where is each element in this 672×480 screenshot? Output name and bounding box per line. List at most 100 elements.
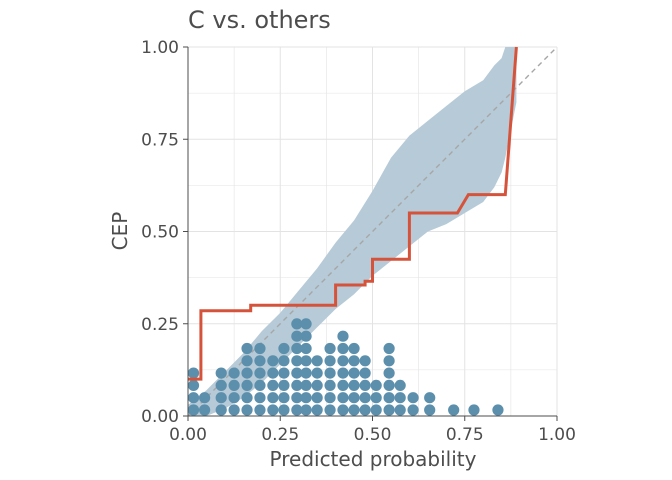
prediction-dot bbox=[199, 392, 211, 404]
prediction-dot bbox=[267, 379, 279, 391]
prediction-dot bbox=[267, 392, 279, 404]
prediction-dots bbox=[187, 318, 504, 416]
confidence-band bbox=[188, 47, 517, 416]
prediction-dot bbox=[215, 379, 227, 391]
cep-line bbox=[188, 46, 518, 381]
prediction-dot bbox=[324, 404, 336, 416]
cep-line-path bbox=[188, 46, 518, 381]
prediction-dot bbox=[383, 392, 395, 404]
prediction-dot bbox=[300, 330, 312, 342]
y-axis-title: CEP bbox=[108, 212, 132, 251]
prediction-dot bbox=[267, 355, 279, 367]
y-tick-label: 0.25 bbox=[141, 315, 179, 335]
prediction-dot bbox=[241, 355, 253, 367]
x-axis-ticks: 0.00 0.25 0.50 0.75 1.00 bbox=[169, 416, 576, 445]
prediction-dot bbox=[407, 404, 419, 416]
prediction-dot bbox=[291, 367, 303, 379]
prediction-dot bbox=[337, 342, 349, 355]
prediction-dot bbox=[267, 367, 279, 379]
prediction-dot bbox=[300, 342, 312, 355]
prediction-dot bbox=[254, 355, 266, 367]
prediction-dot bbox=[359, 379, 371, 391]
prediction-dot bbox=[300, 404, 312, 416]
prediction-dot bbox=[278, 367, 290, 379]
prediction-dot bbox=[228, 367, 240, 379]
prediction-dot bbox=[324, 392, 336, 404]
y-axis-ticks: 0.00 0.25 0.50 0.75 1.00 bbox=[141, 38, 188, 427]
prediction-dot bbox=[254, 392, 266, 404]
prediction-dot bbox=[254, 367, 266, 379]
prediction-dot bbox=[187, 392, 200, 404]
prediction-dot bbox=[311, 367, 323, 379]
prediction-dot bbox=[394, 392, 406, 404]
prediction-dot bbox=[254, 342, 266, 355]
y-tick-label: 0.50 bbox=[141, 223, 179, 243]
prediction-dot bbox=[448, 404, 460, 416]
prediction-dot bbox=[337, 355, 349, 367]
prediction-dot bbox=[383, 379, 395, 391]
prediction-dot bbox=[348, 379, 360, 391]
prediction-dot bbox=[370, 404, 382, 416]
confidence-band-area bbox=[188, 47, 517, 416]
x-tick-label: 0.00 bbox=[169, 425, 207, 445]
x-tick-label: 1.00 bbox=[538, 425, 576, 445]
prediction-dot bbox=[278, 392, 290, 404]
prediction-dot bbox=[337, 392, 349, 404]
prediction-dot bbox=[359, 355, 371, 367]
prediction-dot bbox=[383, 367, 395, 379]
prediction-dot bbox=[300, 355, 312, 367]
prediction-dot bbox=[311, 355, 323, 367]
prediction-dot bbox=[267, 404, 279, 416]
prediction-dot bbox=[324, 367, 336, 379]
prediction-dot bbox=[394, 379, 406, 391]
prediction-dot bbox=[278, 404, 290, 416]
prediction-dot bbox=[348, 342, 360, 355]
prediction-dot bbox=[187, 379, 200, 391]
prediction-dot bbox=[348, 355, 360, 367]
prediction-dot bbox=[228, 379, 240, 391]
prediction-dot bbox=[215, 404, 227, 416]
diagonal-reference-line bbox=[187, 46, 558, 417]
prediction-dot bbox=[424, 404, 436, 416]
prediction-dot bbox=[424, 392, 436, 404]
prediction-dot bbox=[311, 392, 323, 404]
prediction-dot bbox=[300, 367, 312, 379]
prediction-dot bbox=[291, 318, 303, 330]
prediction-dot bbox=[337, 404, 349, 416]
prediction-dot bbox=[337, 330, 349, 342]
prediction-dot bbox=[348, 367, 360, 379]
prediction-dot bbox=[254, 379, 266, 391]
x-tick-label: 0.75 bbox=[446, 425, 484, 445]
prediction-dot bbox=[241, 379, 253, 391]
prediction-dot bbox=[359, 392, 371, 404]
prediction-dot bbox=[300, 379, 312, 391]
prediction-dot bbox=[228, 392, 240, 404]
prediction-dot bbox=[291, 404, 303, 416]
y-tick-label: 1.00 bbox=[141, 38, 179, 58]
prediction-dot bbox=[359, 367, 371, 379]
prediction-dot bbox=[370, 392, 382, 404]
prediction-dot bbox=[215, 367, 227, 379]
chart-title: C vs. others bbox=[188, 6, 331, 34]
prediction-dot bbox=[291, 379, 303, 391]
prediction-dot bbox=[383, 355, 395, 367]
prediction-dot bbox=[278, 342, 290, 355]
x-axis-title: Predicted probability bbox=[270, 447, 477, 471]
prediction-dot bbox=[300, 318, 312, 330]
y-tick-label: 0.00 bbox=[141, 407, 179, 427]
prediction-dot bbox=[337, 379, 349, 391]
prediction-dot bbox=[187, 404, 200, 416]
prediction-dot bbox=[492, 404, 504, 416]
prediction-dot bbox=[370, 379, 382, 391]
prediction-dot bbox=[241, 367, 253, 379]
prediction-dot bbox=[337, 367, 349, 379]
prediction-dot bbox=[311, 379, 323, 391]
prediction-dot bbox=[241, 342, 253, 355]
prediction-dot bbox=[324, 355, 336, 367]
prediction-dot bbox=[291, 355, 303, 367]
prediction-dot bbox=[241, 392, 253, 404]
prediction-dot bbox=[291, 392, 303, 404]
prediction-dot bbox=[291, 342, 303, 355]
prediction-dot bbox=[215, 392, 227, 404]
